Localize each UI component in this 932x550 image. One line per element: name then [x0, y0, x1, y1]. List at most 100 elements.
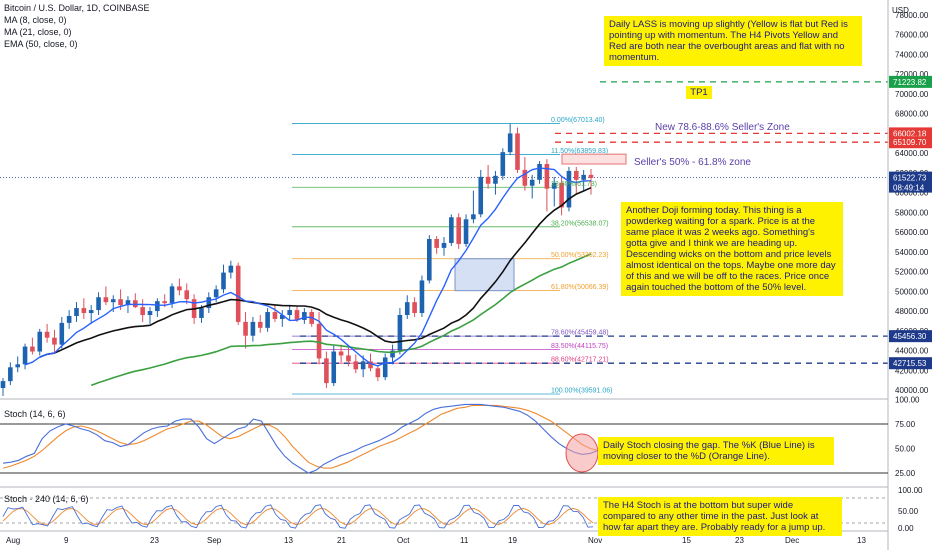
price-tick-label: 58000.00: [895, 208, 929, 217]
candle: [52, 329, 57, 353]
note-doji: Another Doji forming today. This thing i…: [621, 202, 843, 296]
candle: [338, 344, 344, 363]
ma21-legend[interactable]: MA (21, close, 0): [4, 27, 72, 37]
time-tick-label: 23: [150, 536, 159, 545]
price-tick-label: 48000.00: [895, 307, 929, 316]
candle: [140, 299, 145, 322]
stoch-tick-label: 25.00: [895, 469, 916, 478]
candle: [324, 351, 329, 389]
price-badge: 61522.73: [889, 171, 932, 193]
stoch-axis: 100.00 75.00 50.00 25.00: [895, 396, 920, 479]
candle: [88, 305, 94, 324]
candle: [272, 305, 278, 322]
candle: [221, 264, 226, 294]
candle: [544, 159, 550, 212]
candle: [206, 292, 212, 314]
candle: [37, 328, 43, 356]
candle: [456, 213, 461, 249]
candle: [177, 278, 182, 296]
candle: [434, 236, 439, 254]
candle: [228, 260, 234, 279]
candle: [147, 307, 153, 324]
price-tick-label: 50000.00: [895, 287, 929, 296]
time-tick-label: 9: [64, 536, 69, 545]
candle: [346, 346, 351, 367]
candle: [588, 168, 594, 195]
currency-label: USD: [892, 6, 909, 15]
fib-label: 88.60%(42717.21): [551, 357, 609, 364]
candle: [419, 275, 425, 317]
candle: [44, 323, 50, 343]
ma8-line: [24, 167, 592, 367]
price-tick-label: 56000.00: [895, 228, 929, 237]
time-tick-label: 15: [682, 536, 691, 545]
stoch-tick-label: 100.00: [895, 396, 920, 405]
price-badge: 42715.53: [889, 357, 932, 370]
candle: [257, 315, 263, 333]
ema50-line: [90, 253, 592, 387]
price-tick-label: 44000.00: [895, 347, 929, 356]
fib-label: 100.00%(39591.06): [551, 388, 613, 395]
time-tick-label: Sep: [207, 536, 222, 545]
candle: [265, 308, 270, 332]
note-daily-lass: Daily LASS is moving up slightly (Yellow…: [604, 16, 862, 66]
time-axis[interactable]: Aug 9 23 Sep 13 21 Oct 11 19 Nov 15 23 Dec 13: [6, 536, 866, 545]
fib-label: 61.80%(50066.39): [551, 284, 609, 291]
ema50-legend[interactable]: EMA (50, close, 0): [4, 39, 78, 49]
time-tick-label: 19: [508, 536, 517, 545]
candle: [478, 169, 484, 218]
candle: [412, 297, 417, 317]
price-tick-label: 72000.00: [895, 70, 929, 79]
price-tick-label: 64000.00: [895, 149, 929, 158]
price-tick-label: 78000.00: [895, 11, 929, 20]
candle: [441, 237, 447, 256]
candles: [0, 123, 594, 396]
seller-50-zone-label: Seller's 50% - 61.8% zone: [634, 157, 751, 168]
seller-small-zone-box: [561, 153, 627, 165]
fib-label: 11.50%(63859.83): [551, 148, 608, 155]
candle: [368, 353, 373, 372]
candle: [184, 283, 190, 305]
fib-label: 23.60%(61.73): [551, 181, 597, 188]
candle: [427, 235, 432, 284]
ma8-legend[interactable]: MA (8, close, 0): [4, 15, 67, 25]
candle: [15, 356, 20, 373]
time-tick-label: 11: [460, 536, 469, 545]
time-tick-label: 13: [284, 536, 293, 545]
price-tick-label: 68000.00: [895, 110, 929, 119]
candle: [574, 166, 579, 194]
candle: [360, 355, 366, 378]
candle: [0, 378, 6, 396]
seller-50-zone-box: [454, 258, 515, 292]
candle: [529, 174, 535, 199]
price-tick-label: 70000.00: [895, 90, 929, 99]
stoch-tick-label: 75.00: [895, 420, 916, 429]
horizontal-levels: [0, 81, 888, 364]
svg-text:45456.30: 45456.30: [893, 332, 927, 341]
candle: [581, 169, 586, 191]
note-tp1: TP1: [686, 86, 712, 99]
candle: [485, 165, 491, 189]
fib-label: 78.60%(45459.48): [551, 330, 609, 337]
price-tick-label: 76000.00: [895, 31, 929, 40]
svg-text:65109.70: 65109.70: [893, 138, 927, 147]
time-tick-label: Aug: [6, 536, 20, 545]
note-daily-stoch: Daily Stoch closing the gap. The %K (Blu…: [598, 437, 834, 465]
price-tick-label: 52000.00: [895, 268, 929, 277]
candle: [22, 343, 28, 370]
symbol-title[interactable]: Bitcoin / U.S. Dollar, 1D, COINBASE: [4, 3, 150, 13]
h4-panel-title[interactable]: Stoch · 240 (14, 6, 6): [4, 494, 89, 504]
candle: [250, 316, 256, 342]
svg-text:66002.18: 66002.18: [893, 129, 927, 138]
candle: [66, 310, 72, 329]
svg-text:61522.73: 61522.73: [893, 174, 927, 183]
stoch-panel-title[interactable]: Stoch (14, 6, 6): [4, 409, 66, 419]
bar-countdown: 08:49:14: [893, 184, 925, 193]
fib-label: 0.00%(67013.40): [551, 117, 605, 124]
candle: [493, 170, 498, 195]
price-tick-label: 42000.00: [895, 366, 929, 375]
candle: [507, 123, 513, 156]
stoch-d-line: [2, 404, 599, 469]
